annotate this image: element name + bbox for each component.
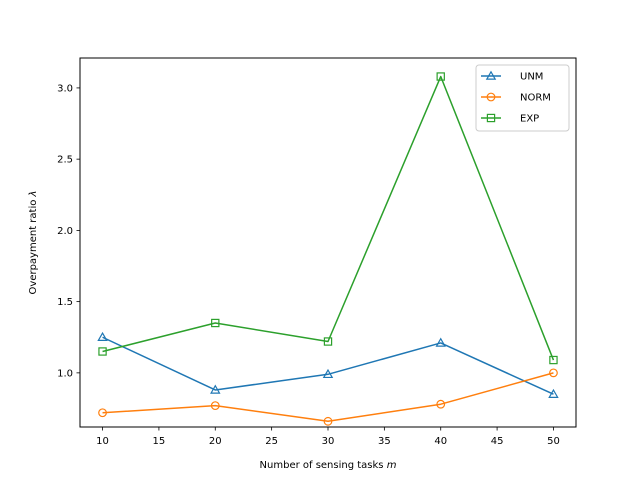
legend-box xyxy=(475,64,570,132)
x-tick-label: 45 xyxy=(491,436,504,447)
y-axis-label-text: Overpayment ratio xyxy=(28,200,39,295)
x-tick-label: 35 xyxy=(378,436,391,447)
y-axis-label: Overpayment ratio λ xyxy=(28,191,39,295)
legend-item-unm: UNM xyxy=(481,70,543,83)
x-tick-label: 20 xyxy=(209,436,222,447)
data-point-exp xyxy=(98,347,107,356)
series-exp xyxy=(98,72,558,365)
x-tick-label: 50 xyxy=(547,436,560,447)
plot-frame xyxy=(79,57,577,428)
y-axis-label-variable: λ xyxy=(28,191,39,198)
legend-marker-unm xyxy=(485,70,497,80)
series-unm xyxy=(97,331,559,398)
legend-item-exp: EXP xyxy=(481,114,539,125)
y-tick-label: 1.5 xyxy=(57,297,73,308)
data-point-exp xyxy=(549,355,558,365)
x-axis-ticks: 10 15 20 25 30 35 40 45 50 xyxy=(96,427,560,447)
data-point-exp xyxy=(323,337,333,346)
series-line-exp xyxy=(102,75,555,361)
data-point-norm xyxy=(436,399,446,409)
legend-marker-norm xyxy=(486,92,496,102)
y-tick-label: 3.0 xyxy=(57,83,73,94)
data-point-unm xyxy=(435,337,446,347)
series-line-norm xyxy=(102,372,554,423)
x-axis-label-variable: m xyxy=(387,460,397,471)
data-point-exp xyxy=(211,318,220,328)
data-point-unm xyxy=(210,384,221,394)
data-point-norm xyxy=(210,401,220,411)
y-tick-label: 2.0 xyxy=(57,226,73,237)
legend-item-norm: NORM xyxy=(481,93,551,104)
series-norm xyxy=(98,368,558,426)
data-point-exp xyxy=(436,72,445,81)
y-axis-ticks: 1.0 1.5 2.0 2.5 3.0 xyxy=(57,83,80,379)
legend-label-unm: UNM xyxy=(520,72,543,83)
data-point-unm xyxy=(97,331,108,341)
x-axis-label-text: Number of sensing tasks xyxy=(260,460,384,471)
data-point-norm xyxy=(549,368,558,378)
legend-marker-exp xyxy=(486,113,496,123)
legend-label-exp: EXP xyxy=(520,114,539,125)
x-tick-label: 40 xyxy=(434,436,447,447)
legend-label-norm: NORM xyxy=(520,93,551,104)
x-tick-label: 10 xyxy=(96,436,109,447)
data-point-unm xyxy=(322,368,334,379)
data-series xyxy=(97,72,559,426)
x-tick-label: 30 xyxy=(322,436,335,447)
x-tick-label: 15 xyxy=(153,436,166,447)
x-tick-label: 25 xyxy=(265,436,278,447)
series-line-unm xyxy=(102,336,554,395)
x-axis-label: Number of sensing tasks m xyxy=(260,460,397,471)
data-point-unm xyxy=(548,388,559,398)
legend: UNM NORM EXP xyxy=(475,64,570,132)
y-tick-label: 2.5 xyxy=(57,155,73,166)
data-point-norm xyxy=(323,416,333,426)
y-tick-label: 1.0 xyxy=(57,368,73,379)
data-point-norm xyxy=(98,408,107,418)
